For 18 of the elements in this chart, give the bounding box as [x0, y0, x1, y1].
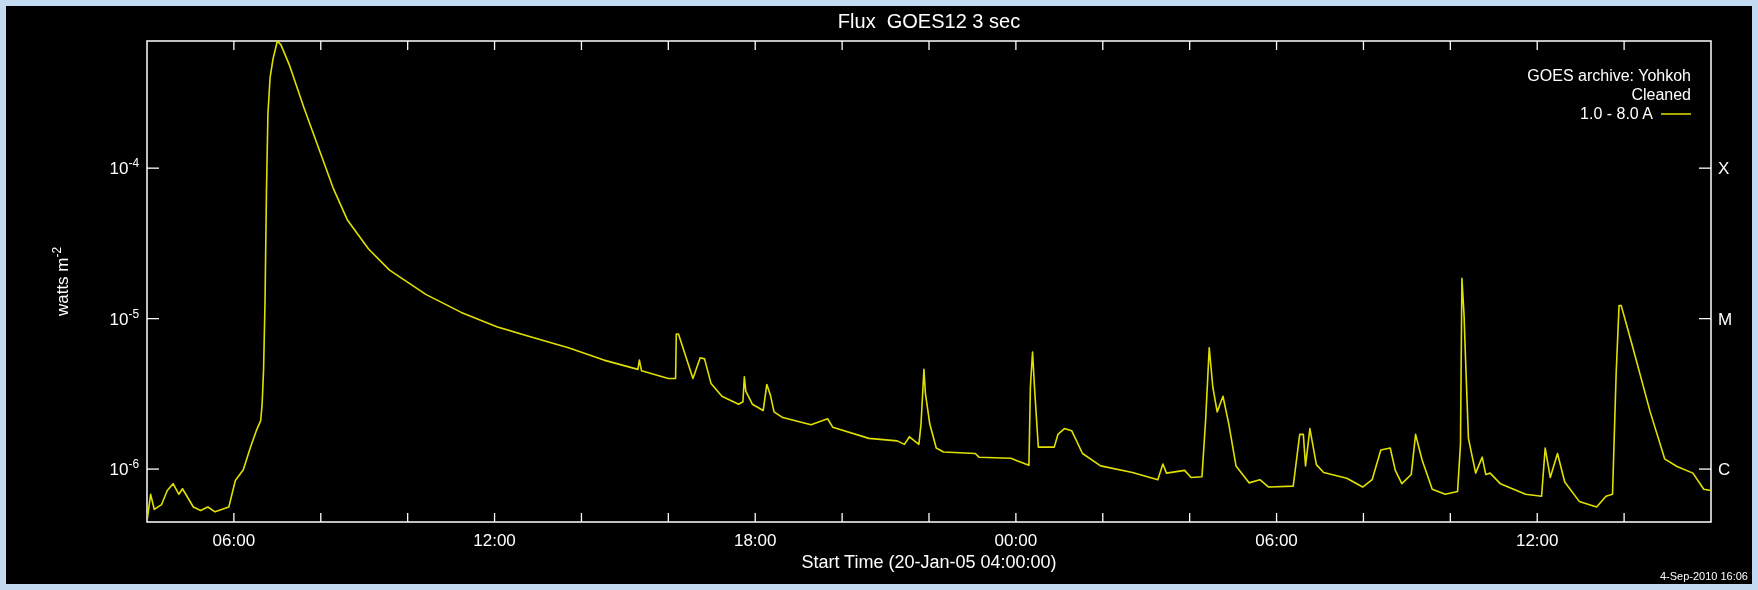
x-tick-label: 06:00	[212, 531, 256, 550]
text: C	[1718, 460, 1731, 480]
text: X	[1718, 159, 1730, 179]
annotation: Cleaned	[1631, 86, 1691, 103]
x-axis-title: Start Time (20-Jan-05 04:00:00)	[801, 552, 1057, 572]
text: M	[1718, 309, 1733, 329]
x-tick-label: 00:00	[994, 531, 1038, 550]
x-tick-label: 18:00	[733, 531, 777, 550]
x-tick-label: 06:00	[1255, 531, 1298, 550]
text: 4-Sep-2010 16:06	[1659, 570, 1748, 582]
legend-label: 1.0 - 8.0 A	[1580, 105, 1654, 122]
chart-title: Flux GOES12 3 sec	[837, 10, 1021, 32]
y-tick-label: 10$^{-4}$	[109, 156, 140, 179]
legend-title: GOES archive: Yohkoh	[1527, 67, 1691, 84]
y-tick-label: 10$^{-5}$	[109, 306, 140, 329]
y-tick-label: 10$^{-6}$	[109, 457, 140, 480]
x-tick-label: 12:00	[1515, 531, 1559, 550]
x-tick-label: 12:00	[473, 531, 516, 550]
